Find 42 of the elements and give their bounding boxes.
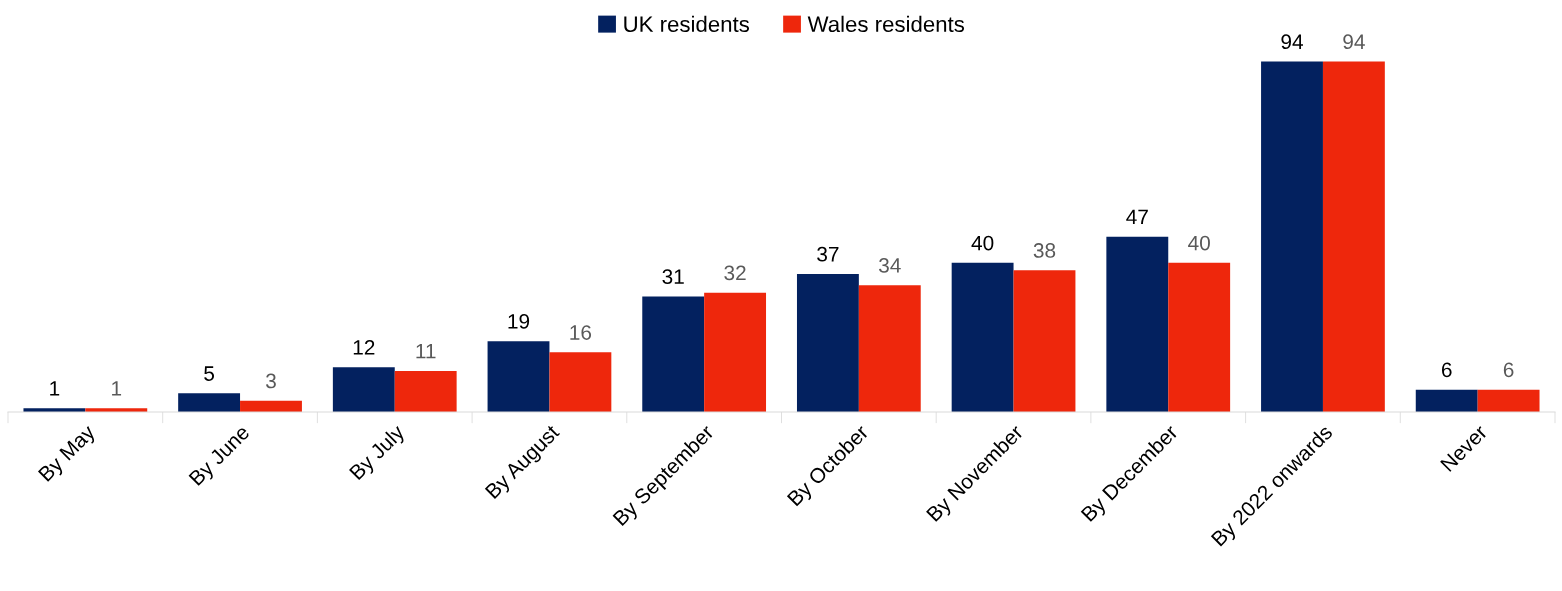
legend-label: Wales residents — [807, 15, 965, 33]
data-label: 94 — [1281, 34, 1303, 50]
bar — [1106, 236, 1169, 412]
bar — [394, 370, 457, 412]
bar — [1261, 61, 1323, 412]
bar — [951, 262, 1014, 412]
bar — [332, 367, 395, 412]
data-label: 40 — [971, 235, 994, 251]
data-label: 11 — [416, 344, 436, 359]
data-label: 19 — [508, 313, 530, 329]
x-tick-label: By May — [37, 423, 100, 485]
x-tick-label: By July — [348, 423, 409, 484]
bar — [1415, 389, 1478, 412]
data-label: 34 — [879, 258, 901, 273]
data-label: 32 — [724, 265, 746, 281]
bar — [796, 274, 859, 412]
bar — [704, 292, 767, 412]
data-label: 6 — [1503, 362, 1514, 378]
data-label: 3 — [265, 373, 276, 389]
bar — [1322, 61, 1385, 412]
data-label: 94 — [1343, 34, 1365, 50]
bar — [178, 393, 241, 412]
data-label: 31 — [662, 269, 684, 284]
bar — [1013, 270, 1076, 412]
data-label: 47 — [1126, 209, 1148, 225]
bar — [1477, 389, 1540, 412]
bar — [487, 341, 550, 412]
bar — [858, 285, 921, 412]
bar — [240, 400, 302, 412]
data-label: 40 — [1188, 235, 1210, 251]
data-label: 16 — [570, 325, 592, 340]
bar — [642, 296, 705, 412]
data-label: 37 — [817, 246, 839, 262]
data-label: 6 — [1441, 362, 1452, 378]
data-label: 1 — [50, 381, 60, 396]
bar — [1168, 262, 1231, 412]
data-label: 5 — [204, 366, 215, 381]
legend-label: UK residents — [624, 15, 750, 33]
data-label: 1 — [112, 381, 122, 396]
data-label: 38 — [1033, 243, 1056, 258]
bar — [549, 352, 612, 412]
data-label: 12 — [353, 340, 375, 355]
